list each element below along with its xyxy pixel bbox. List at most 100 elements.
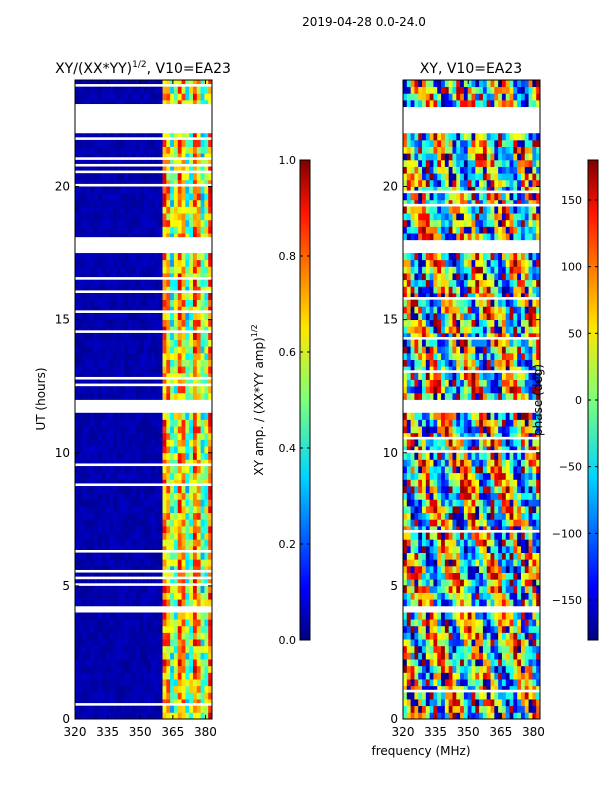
panel1-cell: [181, 572, 186, 577]
panel1-cell: [75, 472, 80, 480]
panel2-cell: [463, 539, 469, 547]
panel2-cell: [448, 639, 453, 647]
panel1-cell: [113, 672, 118, 680]
panel1-cell: [162, 319, 167, 327]
panel2-cell: [452, 685, 457, 690]
panel1-cell: [82, 193, 87, 201]
panel2-cell: [490, 392, 495, 400]
panel2-cell: [517, 372, 522, 380]
panel1-cell: [181, 472, 186, 480]
panel1-cell: [181, 705, 186, 713]
panel1-cell: [82, 705, 87, 713]
panel2-cell: [410, 412, 415, 420]
panel1-cell: [132, 213, 137, 221]
panel1-cell: [170, 173, 175, 181]
panel2-cell: [505, 685, 510, 690]
panel2-cell: [528, 372, 533, 380]
panel1-cell: [101, 366, 106, 374]
panel2-cell: [524, 519, 529, 527]
panel1-cell: [170, 479, 175, 484]
panel1-cell: [173, 685, 179, 693]
panel1-cell: [143, 326, 148, 331]
panel1-cell: [185, 273, 190, 278]
panel1-cell: [158, 206, 163, 214]
panel1-cell: [94, 366, 99, 374]
panel2-cell: [520, 679, 526, 687]
panel1-cell: [128, 286, 133, 291]
panel1-cell: [154, 579, 160, 584]
panel1-cell: [124, 286, 129, 291]
panel1-cell: [189, 579, 194, 584]
panel1-cell: [124, 259, 129, 267]
panel2-cell: [528, 499, 533, 507]
panel1-cell: [143, 492, 148, 500]
panel1-cell: [143, 625, 148, 633]
panel1-cell: [151, 592, 156, 600]
panel2-cell: [490, 659, 495, 667]
panel1-cell: [166, 599, 171, 607]
panel1-cell: [97, 352, 103, 360]
panel1-xtick-label: 320: [64, 725, 87, 739]
panel2-cell: [524, 699, 529, 707]
panel2-cell: [422, 592, 427, 600]
panel2-cell: [444, 579, 450, 587]
panel1-cell: [120, 645, 125, 653]
panel1-cell: [128, 572, 133, 577]
panel1-cell: [101, 572, 106, 577]
panel1-cell: [132, 166, 137, 171]
panel1-cell: [128, 153, 133, 158]
panel2-cell: [475, 705, 480, 713]
panel2-cell: [467, 579, 472, 587]
panel2-cell: [475, 519, 480, 527]
panel1-cell: [113, 639, 118, 647]
panel2-cell: [536, 439, 540, 447]
panel2-cell: [498, 506, 503, 514]
panel1-cell: [170, 712, 175, 719]
panel2-cell: [418, 559, 423, 567]
panel1-cell: [177, 359, 182, 367]
panel1-cell: [113, 432, 118, 440]
panel1-cell: [97, 206, 103, 214]
panel1-cell: [78, 352, 84, 360]
panel1-cell: [113, 346, 118, 354]
panel1-cell: [185, 146, 190, 154]
panel2-cell: [494, 545, 499, 553]
panel2-cell: [482, 672, 488, 680]
panel1-cell: [170, 379, 175, 384]
panel1-cell: [177, 472, 182, 480]
panel2-cell: [509, 545, 514, 553]
panel1-cell: [154, 146, 160, 154]
panel1-cell: [78, 253, 84, 261]
panel2-cell: [452, 386, 457, 394]
panel1-cell: [204, 612, 209, 620]
panel2-cell: [471, 506, 476, 514]
panel1-cell: [86, 93, 91, 101]
panel2-cell: [418, 599, 423, 607]
panel1-cell: [90, 479, 95, 484]
panel1-cell: [208, 372, 212, 377]
panel1-cell: [105, 552, 110, 560]
panel1-cell: [132, 139, 137, 147]
panel2-cell: [437, 479, 442, 487]
panel1-cell: [82, 386, 87, 394]
panel1-cell: [151, 366, 156, 374]
panel2-cell: [403, 532, 408, 540]
panel1-cell: [82, 592, 87, 600]
panel1-cell: [154, 359, 160, 367]
panel2-cell: [460, 499, 465, 507]
panel2-cell: [528, 639, 533, 647]
panel1-cell: [151, 226, 156, 234]
panel1-cell: [90, 306, 95, 311]
panel2-cell: [517, 479, 522, 487]
panel1-cell: [82, 419, 87, 427]
panel1-cell: [113, 519, 118, 527]
panel1-cell: [154, 226, 160, 234]
panel1-cell: [143, 559, 148, 567]
panel2-cell: [414, 565, 419, 573]
panel1-cell: [151, 326, 156, 331]
panel1-cell: [200, 479, 205, 484]
panel1-cell: [173, 572, 179, 577]
panel1-cell: [181, 346, 186, 354]
panel1-cell: [128, 99, 133, 105]
panel1-cell: [208, 159, 212, 164]
